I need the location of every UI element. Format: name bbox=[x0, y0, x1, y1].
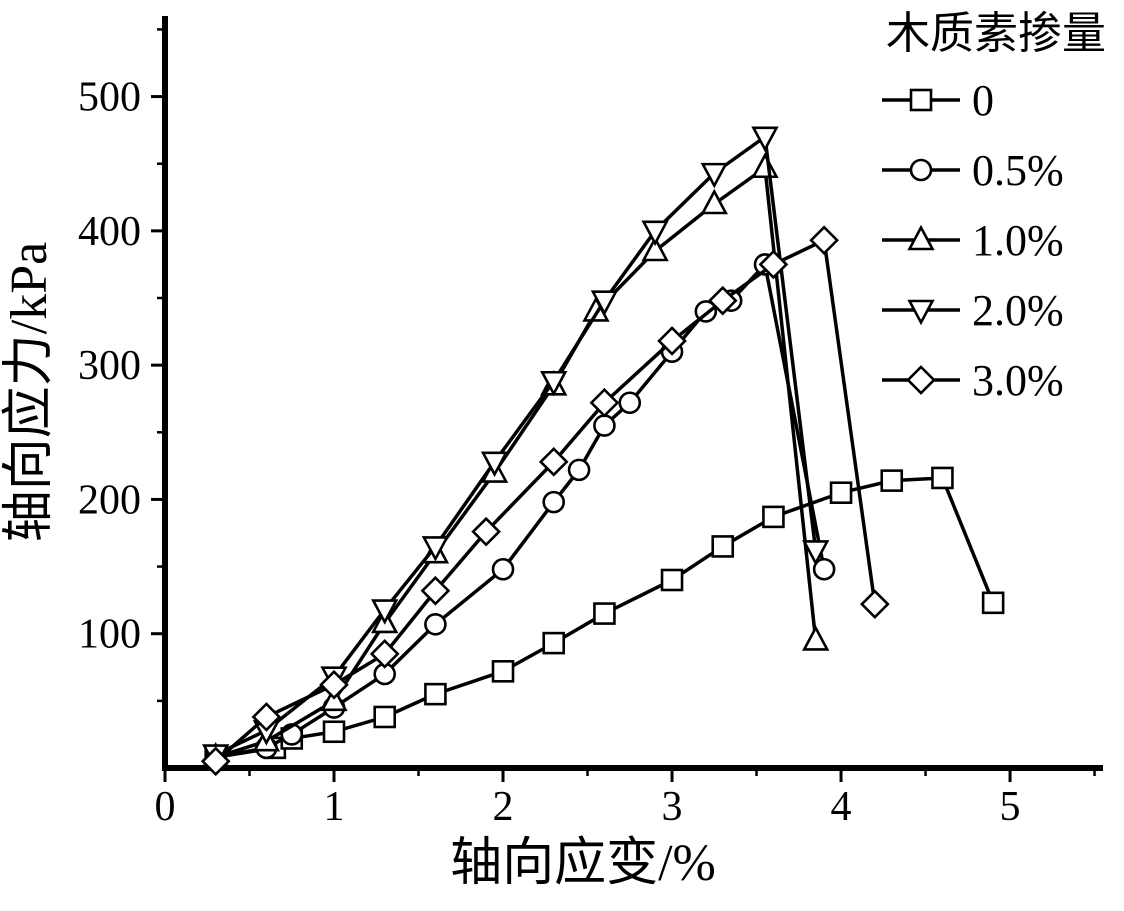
triangle-down-marker bbox=[751, 126, 779, 153]
y-tick-label: 100 bbox=[78, 612, 141, 658]
square-marker bbox=[909, 88, 933, 112]
diamond-marker bbox=[906, 365, 936, 395]
circle-marker bbox=[491, 557, 515, 581]
series-line-2.0% bbox=[214, 135, 818, 757]
triangle-up-marker bbox=[907, 224, 935, 251]
triangle-up-marker bbox=[802, 625, 830, 651]
diamond-marker bbox=[657, 326, 687, 356]
x-tick-label: 0 bbox=[155, 784, 176, 830]
triangle-down-marker bbox=[371, 599, 399, 625]
diamond-marker bbox=[251, 702, 282, 732]
x-tick-label: 3 bbox=[662, 784, 683, 830]
series-0 bbox=[204, 466, 1005, 769]
triangle-up-marker bbox=[641, 235, 669, 262]
square-marker bbox=[542, 631, 566, 655]
x-tick-label: 1 bbox=[324, 784, 345, 830]
square-marker bbox=[322, 720, 346, 744]
diamond-marker bbox=[589, 387, 620, 418]
y-tick-label: 400 bbox=[78, 209, 141, 255]
series-3.0% bbox=[200, 225, 890, 777]
circle-marker bbox=[909, 158, 933, 182]
x-tick-label: 2 bbox=[493, 784, 514, 830]
triangle-down-marker bbox=[907, 299, 935, 326]
series-0.5% bbox=[204, 253, 836, 769]
circle-marker bbox=[812, 557, 836, 581]
legend-entry-0.5%: 0.5% bbox=[882, 146, 1064, 195]
square-marker bbox=[981, 591, 1005, 615]
circle-marker bbox=[542, 490, 566, 514]
series-line-0 bbox=[215, 476, 995, 759]
x-axis-label: 轴向应变/% bbox=[450, 835, 716, 892]
diamond-marker bbox=[707, 285, 738, 316]
triangle-down-marker bbox=[540, 370, 568, 397]
square-marker bbox=[660, 568, 684, 592]
diamond-marker bbox=[538, 446, 569, 477]
circle-marker bbox=[618, 391, 642, 415]
circle-marker bbox=[593, 414, 616, 437]
legend-entry-2.0%: 2.0% bbox=[882, 286, 1064, 335]
diamond-marker bbox=[859, 589, 890, 620]
legend-entry-1.0%: 1.0% bbox=[882, 216, 1064, 265]
y-axis-label: 轴向应力/kPa bbox=[1, 242, 58, 542]
diamond-marker bbox=[200, 746, 231, 777]
square-marker bbox=[931, 466, 954, 490]
legend-label: 3.0% bbox=[972, 356, 1064, 405]
series-line-0.5% bbox=[215, 262, 826, 759]
triangle-up-marker bbox=[751, 152, 779, 179]
diamond-marker bbox=[369, 639, 400, 669]
legend-label: 1.0% bbox=[972, 216, 1064, 265]
square-marker bbox=[373, 705, 397, 729]
triangle-down-marker bbox=[641, 220, 669, 247]
y-tick-label: 500 bbox=[78, 75, 141, 121]
legend-title: 木质素掺量 bbox=[886, 9, 1106, 58]
square-marker bbox=[829, 481, 853, 505]
triangle-down-marker bbox=[700, 162, 728, 189]
triangle-down-marker bbox=[421, 536, 450, 562]
square-marker bbox=[491, 660, 515, 683]
legend-label: 2.0% bbox=[972, 286, 1064, 335]
x-tick-label: 5 bbox=[1000, 784, 1021, 830]
legend-label: 0 bbox=[972, 76, 994, 125]
diamond-marker bbox=[758, 249, 789, 280]
x-tick-label: 4 bbox=[831, 784, 852, 830]
square-marker bbox=[711, 535, 735, 558]
y-tick-label: 300 bbox=[78, 343, 141, 389]
square-marker bbox=[424, 682, 447, 706]
triangle-down-marker bbox=[480, 451, 509, 478]
square-marker bbox=[593, 602, 616, 625]
diamond-marker bbox=[471, 516, 501, 547]
triangle-down-marker bbox=[802, 540, 830, 566]
diamond-marker bbox=[809, 225, 839, 256]
legend-entry-3.0%: 3.0% bbox=[882, 356, 1064, 405]
diamond-marker bbox=[420, 575, 451, 606]
diamond-marker bbox=[319, 669, 349, 700]
series-1.0% bbox=[202, 152, 830, 768]
series-line-1.0% bbox=[215, 165, 818, 759]
y-tick-label: 200 bbox=[78, 477, 141, 523]
circle-marker bbox=[567, 458, 591, 482]
circle-marker bbox=[424, 613, 447, 636]
legend-label: 0.5% bbox=[972, 146, 1064, 195]
series-2.0% bbox=[202, 126, 830, 770]
triangle-down-marker bbox=[590, 290, 619, 316]
legend-entry-0: 0 bbox=[882, 76, 994, 125]
square-marker bbox=[762, 505, 785, 529]
square-marker bbox=[880, 469, 904, 492]
triangle-up-marker bbox=[700, 188, 728, 215]
